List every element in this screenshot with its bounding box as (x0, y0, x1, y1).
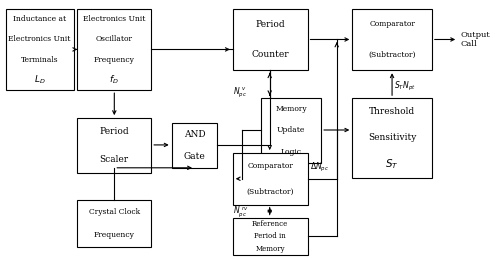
Bar (172, 123, 217, 168)
Text: $S_T N_{pt}$: $S_T N_{pt}$ (394, 80, 416, 93)
Bar (233, 218, 307, 255)
Text: Counter: Counter (251, 50, 289, 59)
Text: $N_{pc}^{\ v}$: $N_{pc}^{\ v}$ (233, 86, 247, 100)
Text: Threshold: Threshold (369, 107, 415, 116)
Bar (352, 98, 432, 178)
Text: Update: Update (277, 127, 305, 134)
Text: Period: Period (99, 127, 129, 136)
Text: Comparator: Comparator (247, 162, 293, 170)
Text: Oscillator: Oscillator (96, 35, 133, 43)
Bar (233, 153, 307, 205)
Text: Gate: Gate (184, 152, 205, 161)
Text: Electronics Unit: Electronics Unit (8, 35, 71, 43)
Text: Memory: Memory (275, 105, 307, 113)
Text: $S_T$: $S_T$ (385, 158, 399, 171)
Text: Period: Period (255, 20, 285, 29)
Bar (261, 98, 321, 163)
Text: Frequency: Frequency (94, 56, 135, 64)
Text: Frequency: Frequency (94, 231, 135, 239)
Text: Sensitivity: Sensitivity (368, 133, 416, 142)
Text: Comparator: Comparator (369, 20, 415, 28)
Bar (352, 9, 432, 70)
Text: Scaler: Scaler (100, 155, 129, 164)
Bar (77, 118, 151, 173)
Text: $\Delta N_{pc}$: $\Delta N_{pc}$ (309, 161, 329, 174)
Bar (5, 9, 74, 90)
Text: Memory: Memory (255, 245, 285, 253)
Text: Logic: Logic (281, 148, 301, 156)
Text: Terminals: Terminals (21, 56, 58, 64)
Text: Reference: Reference (252, 220, 288, 228)
Bar (77, 9, 151, 90)
Text: $f_D$: $f_D$ (109, 74, 119, 86)
Text: Crystal Clock: Crystal Clock (89, 207, 140, 216)
Text: (Subtractor): (Subtractor) (368, 51, 416, 59)
Text: (Subtractor): (Subtractor) (247, 188, 294, 196)
Text: Period in: Period in (254, 232, 286, 240)
Text: $L_D$: $L_D$ (34, 74, 46, 86)
Text: Output
Call: Output Call (460, 31, 490, 48)
Text: Electronics Unit: Electronics Unit (83, 15, 146, 23)
Bar (77, 200, 151, 247)
Bar (233, 9, 307, 70)
Text: $N_{pc}^{\ rv}$: $N_{pc}^{\ rv}$ (233, 204, 248, 219)
Text: Inductance at: Inductance at (13, 15, 66, 23)
Text: AND: AND (184, 130, 205, 139)
